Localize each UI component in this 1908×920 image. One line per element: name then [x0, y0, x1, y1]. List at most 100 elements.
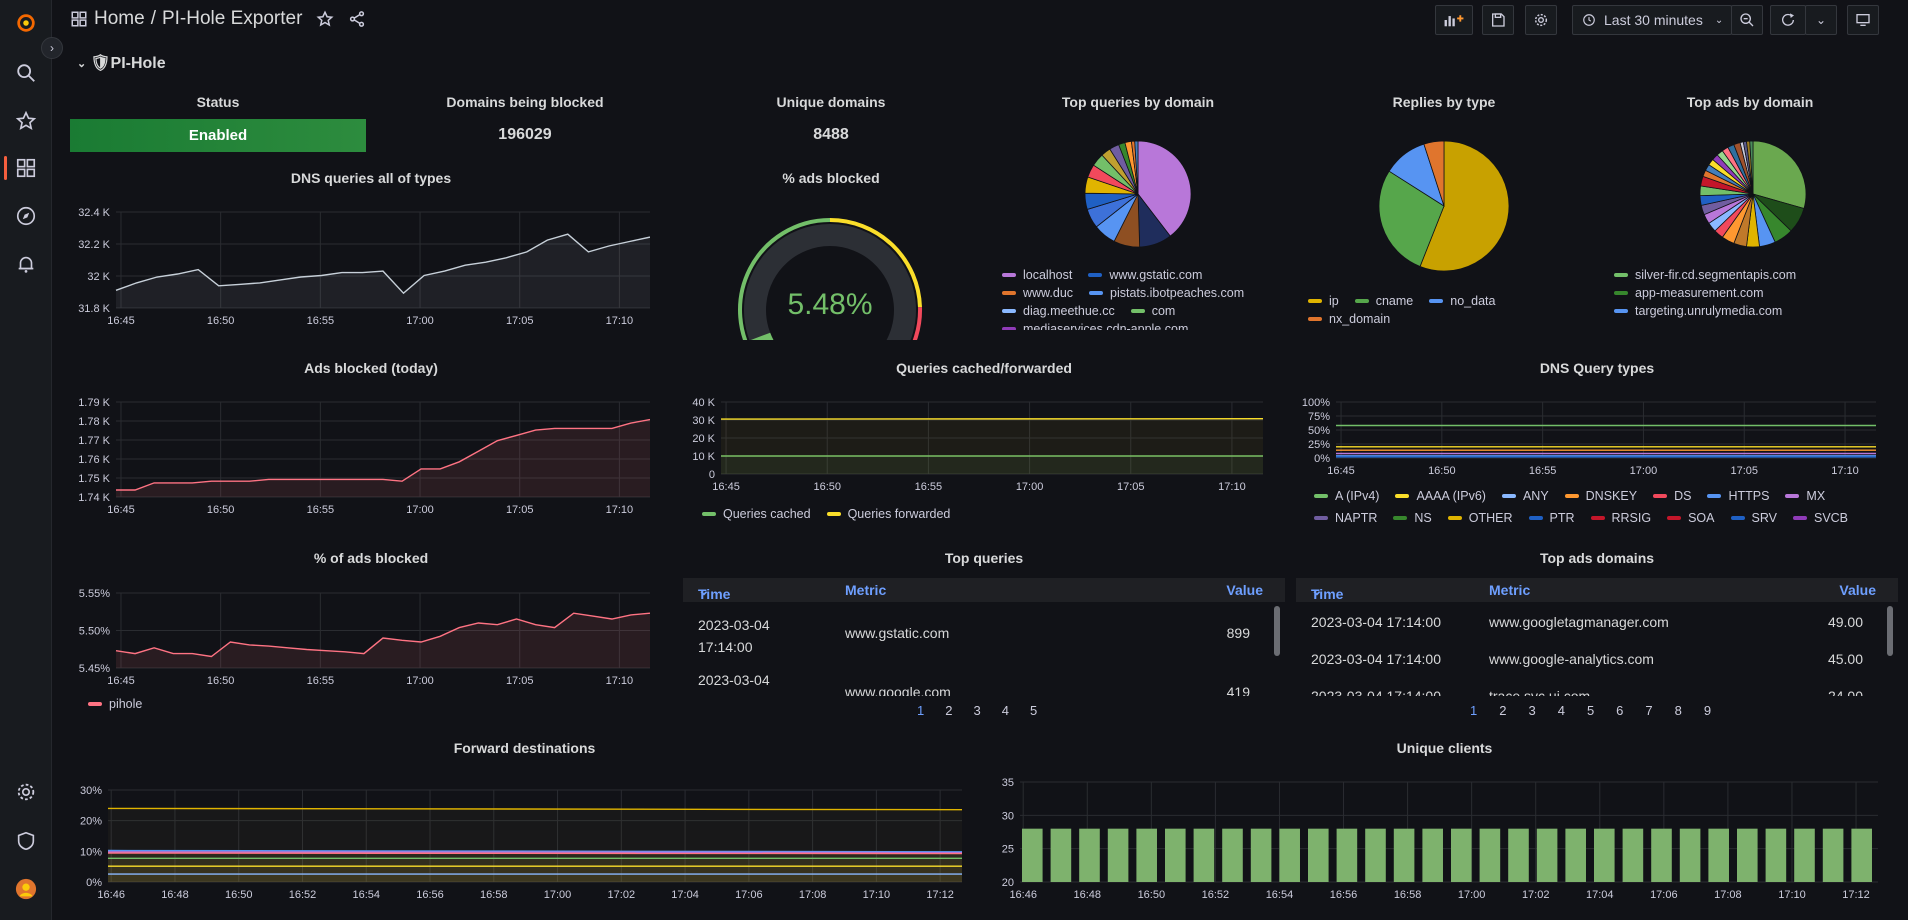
legend-item[interactable]: pistats.ibotpeaches.com	[1089, 286, 1244, 300]
series-area	[721, 456, 1263, 474]
breadcrumb-dashboard[interactable]: PI-Hole Exporter	[161, 8, 303, 29]
legend-item[interactable]: Queries forwarded	[826, 507, 950, 521]
legend-item[interactable]: www.duc	[1002, 286, 1073, 300]
page-link[interactable]: 3	[1528, 703, 1536, 718]
page-link[interactable]: 2	[1499, 703, 1507, 718]
dashboards-grid-icon	[71, 11, 87, 27]
column-header-metric[interactable]: Metric	[1489, 582, 1531, 598]
page-link[interactable]: 4	[1001, 703, 1009, 718]
save-dashboard-button[interactable]	[1482, 5, 1514, 35]
legend-item[interactable]: cname	[1354, 294, 1413, 308]
page-link[interactable]: 3	[973, 703, 981, 718]
legend-label: diag.meethue.cc	[1023, 304, 1115, 318]
legend-item[interactable]: SRV	[1730, 511, 1777, 525]
legend-item[interactable]: NAPTR	[1314, 511, 1377, 525]
refresh-button[interactable]	[1770, 5, 1806, 35]
legend-item[interactable]: ip	[1308, 294, 1339, 308]
view-mode-button[interactable]	[1847, 5, 1879, 35]
legend-item[interactable]: targeting.unrulymedia.com	[1614, 304, 1884, 318]
row-header-pihole[interactable]: ⌄ 🛡PI-Hole	[77, 53, 166, 73]
legend-item[interactable]: A (IPv4)	[1314, 489, 1379, 503]
x-tick-label: 16:55	[915, 481, 943, 493]
explore-icon[interactable]	[11, 201, 41, 231]
column-header-value[interactable]: Value	[1226, 582, 1263, 598]
dns-query-types-legend: A (IPv4) AAAA (IPv6) ANY DNSKEY DS HTTPS MX NAP…	[1314, 489, 1900, 525]
dashboards-icon[interactable]	[11, 153, 41, 183]
legend-item[interactable]: PTR	[1528, 511, 1575, 525]
y-tick-label: 35	[1002, 777, 1014, 789]
x-tick-label: 16:46	[97, 889, 125, 901]
star-icon[interactable]	[316, 10, 334, 28]
page-link[interactable]: 5	[1586, 703, 1595, 718]
page-link[interactable]: 2	[945, 703, 953, 718]
legend-item[interactable]: HTTPS	[1707, 489, 1769, 503]
user-avatar[interactable]	[11, 874, 41, 904]
legend-item[interactable]: www.gstatic.com	[1088, 268, 1202, 282]
top-navbar: Home / PI-Hole Exporter Last 30 minutes …	[52, 0, 1908, 40]
page-link[interactable]: 9	[1703, 703, 1712, 718]
configuration-gear-icon[interactable]	[11, 777, 41, 807]
y-tick-label: 5.50%	[79, 626, 110, 638]
x-tick-label: 17:10	[863, 889, 891, 901]
legend-label: pistats.ibotpeaches.com	[1110, 286, 1245, 300]
grafana-logo-icon[interactable]	[11, 8, 41, 38]
server-admin-shield-icon[interactable]	[11, 826, 41, 856]
alerting-bell-icon[interactable]	[11, 249, 41, 279]
column-header-metric[interactable]: Metric	[845, 582, 887, 598]
bar	[1851, 828, 1872, 882]
legend-item[interactable]: ANY	[1501, 489, 1549, 503]
page-link[interactable]: 4	[1557, 703, 1565, 718]
legend-item[interactable]: Queries cached	[702, 507, 811, 521]
legend-item[interactable]: nx_domain	[1308, 312, 1390, 326]
legend-item[interactable]: RRSIG	[1590, 511, 1651, 525]
page-link[interactable]: 8	[1674, 703, 1682, 718]
pct-ads-gauge	[738, 218, 923, 340]
series-line	[115, 612, 650, 658]
share-icon[interactable]	[348, 10, 366, 28]
legend-item[interactable]: silver-fir.cd.segmentapis.com	[1614, 268, 1884, 282]
page-link[interactable]: 7	[1645, 703, 1653, 718]
expand-menu-chevron-icon[interactable]: ›	[41, 37, 63, 59]
page-link[interactable]: 5	[1029, 703, 1038, 718]
legend-label: nx_domain	[1329, 312, 1391, 326]
starred-icon[interactable]	[11, 106, 41, 136]
legend-item[interactable]: SOA	[1667, 511, 1715, 525]
legend-item[interactable]: DNSKEY	[1564, 489, 1637, 503]
table-scrollbar[interactable]	[1887, 606, 1893, 656]
column-header-value[interactable]: Value	[1839, 582, 1876, 598]
y-tick-label: 30%	[80, 785, 102, 797]
legend-item[interactable]: SVCB	[1792, 511, 1848, 525]
bar	[1393, 828, 1415, 882]
legend-item[interactable]: DS	[1653, 489, 1691, 503]
legend-item[interactable]: mediaservices.cdn-apple.com	[1002, 322, 1188, 330]
legend-item[interactable]: app-measurement.com	[1614, 286, 1884, 300]
add-panel-button[interactable]	[1435, 5, 1473, 35]
dashboard-settings-button[interactable]	[1525, 5, 1557, 35]
panel-title-ads-blocked-today: Ads blocked (today)	[304, 360, 438, 376]
refresh-interval-dropdown[interactable]: ⌄	[1805, 5, 1837, 35]
x-tick-label: 16:46	[1009, 889, 1037, 901]
breadcrumb-home[interactable]: Home	[94, 8, 145, 29]
legend-item[interactable]: OTHER	[1447, 511, 1513, 525]
legend-item[interactable]: com	[1130, 304, 1175, 318]
legend-item[interactable]: AAAA (IPv6)	[1395, 489, 1486, 503]
legend-item[interactable]: localhost	[1002, 268, 1072, 282]
page-link[interactable]: 1	[917, 703, 925, 718]
column-header-time[interactable]: Time ⌄	[698, 582, 731, 602]
page-link[interactable]: 1	[1470, 703, 1478, 718]
bar	[1165, 828, 1186, 882]
page-link[interactable]: 6	[1616, 703, 1624, 718]
bar	[1336, 828, 1358, 882]
search-icon[interactable]	[11, 58, 41, 88]
bar	[1737, 828, 1758, 882]
table-scrollbar[interactable]	[1274, 606, 1280, 656]
panel-title-pct-ads-blocked: % of ads blocked	[313, 550, 429, 566]
legend-item[interactable]: NS	[1393, 511, 1432, 525]
zoom-out-button[interactable]	[1731, 5, 1763, 35]
legend-item[interactable]: MX	[1785, 489, 1825, 503]
legend-item[interactable]: diag.meethue.cc	[1002, 304, 1115, 318]
table-cell-value: 24.00	[1827, 688, 1863, 696]
legend-item[interactable]: no_data	[1429, 294, 1495, 308]
time-range-picker[interactable]: Last 30 minutes ⌄	[1572, 5, 1732, 35]
column-header-time[interactable]: Time ⌄	[1311, 582, 1344, 602]
